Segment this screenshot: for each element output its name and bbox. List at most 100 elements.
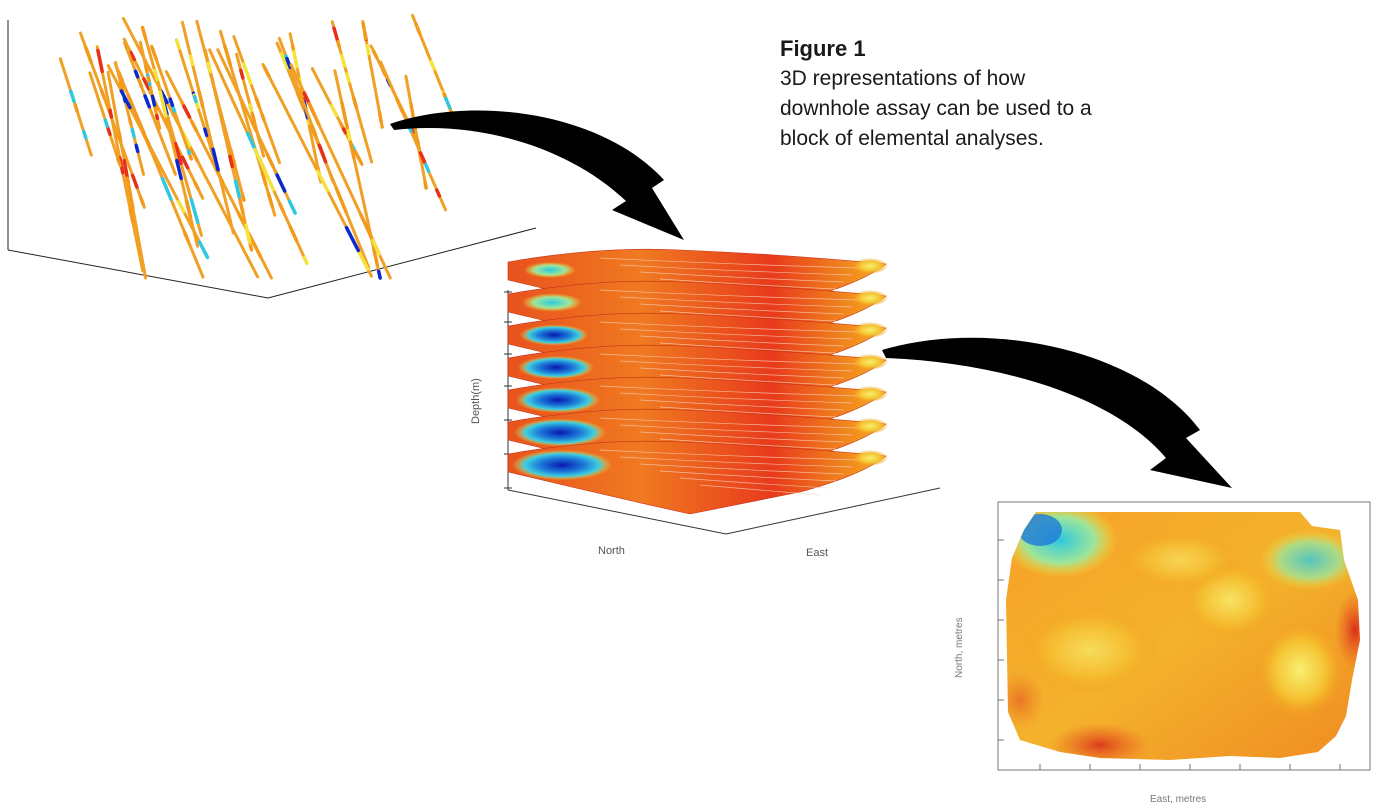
drillhole-assay-segment [184,198,193,220]
drillhole-assay-segment [69,89,76,104]
drillhole-assay-segment [340,101,346,114]
drillhole-assay-segment [125,176,133,199]
drillhole-assay-segment [168,97,175,107]
drillhole-assay-segment [189,197,200,225]
drillhole-assay-segment [138,195,145,206]
drillhole-assay-segment [361,21,366,30]
arrow-block-to-map [882,337,1232,488]
drillhole-assay-segment [108,108,114,119]
drillhole-assay-segment [228,154,234,169]
drillhole-assay-segment [186,149,192,157]
drillhole-assay-segment [310,124,318,137]
drillhole-assay-segment [241,62,249,76]
drillhole-panel [7,13,537,299]
plan-map [997,501,1371,771]
drillhole-assay-segment [143,94,152,109]
drillhole-assay-segment [133,69,140,79]
low-value-zone [518,355,594,380]
drillhole-assay-segment [279,52,289,70]
drillhole-assay-segment [260,113,266,122]
drillhole-assay-segment [176,199,186,214]
drillhole-assay-segment [175,39,181,50]
drillhole-assay-segment [85,49,93,64]
block-model [504,248,941,535]
drillhole-assay-segment [429,59,436,71]
drillhole-assay-segment [292,49,299,69]
drillhole-trace [123,41,177,176]
drillhole-assay-segment [129,50,137,62]
drillhole-assay-segment [130,173,139,189]
drillhole-traces [58,13,454,280]
drillhole-assay-segment [254,96,261,109]
block-depth-axis-label: Depth(m) [470,378,482,424]
drillhole-assay-segment [153,68,160,85]
drillhole-assay-segment [260,171,268,186]
drillhole-assay-segment [371,49,379,60]
block-north-axis-label: North [598,545,625,557]
drillhole-trace [379,60,448,212]
drillhole-assay-segment [356,249,370,271]
drillhole-assay-segment [180,155,190,170]
drillhole-assay-segment [229,148,237,167]
drillhole-assay-segment [248,103,254,112]
drillhole-assay-segment [423,180,428,190]
drillhole-assay-segment [414,22,422,36]
drillhole-assay-segment [140,25,148,41]
drillhole-assay-segment [372,247,380,267]
block-east-axis-label: East [806,547,829,559]
drillhole-assay-segment [336,39,341,48]
drillhole-assay-segment [126,93,137,112]
drillhole-assay-segment [150,94,157,107]
drillhole-axis-right [267,227,537,299]
drillhole-assay-segment [99,88,106,99]
drillhole-assay-segment [188,54,195,67]
drillhole-assay-segment [190,119,199,133]
drillhole-assay-segment [377,111,383,124]
drillhole-assay-segment [247,232,263,259]
drillhole-assay-segment [435,188,442,198]
plan-map-ticks [998,539,1341,770]
block-slice [507,440,888,515]
drillhole-assay-segment [341,127,348,135]
drillhole-trace [203,48,254,252]
drillhole-assay-segment [234,180,242,199]
drillhole-assay-segment [158,90,166,111]
block-axis-north [507,489,727,535]
drillhole-assay-segment [371,238,381,256]
drillhole-assay-segment [117,130,123,143]
drillhole-assay-segment [81,129,88,140]
drillhole-assay-segment [223,44,233,67]
drillhole-axis-left [7,249,269,299]
drillhole-assay-segment [119,89,132,110]
drillhole-assay-segment [211,147,220,172]
drillhole-assay-segment [250,112,256,123]
drillhole-assay-segment [203,127,209,138]
drillhole-assay-segment [146,76,151,83]
drillhole-assay-segment [96,48,104,74]
drillhole-assay-segment [105,124,112,137]
drillhole-assay-segment [395,97,405,115]
drillhole-assay-segment [344,225,360,253]
drillhole-assay-segment [334,186,348,214]
drillhole-assay-segment [144,64,149,74]
drillhole-assay-segment [302,255,309,266]
drillhole-assay-segment [141,131,151,146]
drillhole-assay-segment [295,91,306,110]
drillhole-assay-segment [103,118,110,128]
drillhole-assay-segment [206,61,212,74]
drillhole-assay-segment [130,127,136,139]
drillhole-trace [404,74,428,190]
drillhole-assay-segment [262,65,271,78]
drillhole-assay-segment [116,156,121,165]
drillhole-assay-segment [351,96,358,107]
figure-caption: Figure 1 3D representations of how downh… [780,34,1100,154]
drillhole-assay-segment [275,173,287,193]
drillhole-assay-segment [315,169,330,193]
drillhole-assay-segment [246,73,253,86]
drillhole-assay-segment [253,147,268,175]
drillhole-assay-segment [339,53,347,68]
drillhole-assay-segment [348,140,356,160]
low-value-zone [524,262,576,278]
drillhole-assay-segment [155,113,160,121]
